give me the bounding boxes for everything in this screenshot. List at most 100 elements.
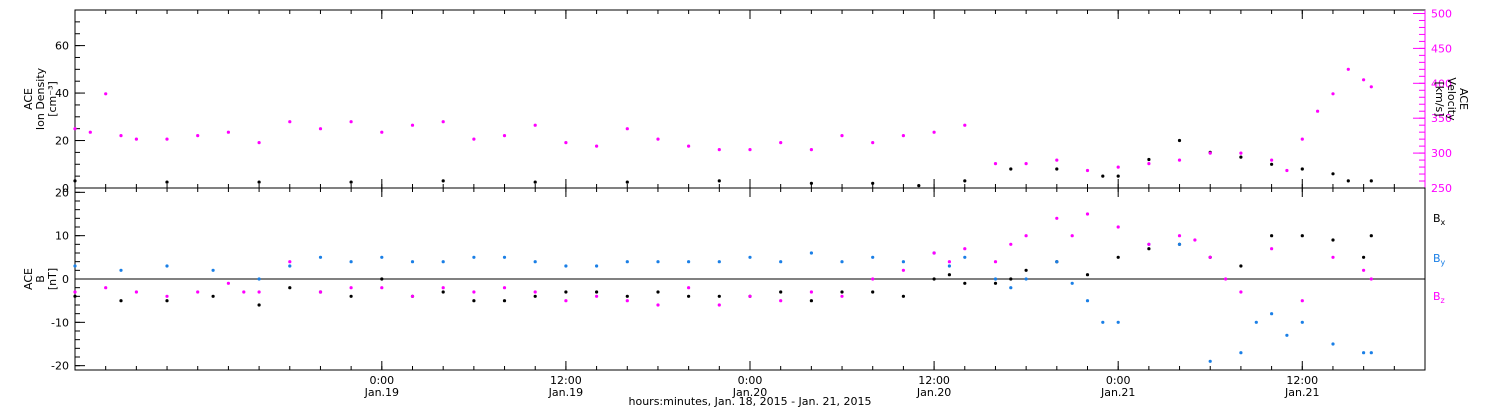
- by-point: [687, 260, 691, 264]
- by-point: [1116, 320, 1120, 324]
- x-tick-date: Jan.20: [732, 386, 767, 399]
- bz-point: [963, 247, 967, 251]
- top-series-layer: [73, 67, 1373, 188]
- bx-point: [809, 299, 814, 303]
- y-tick-label: 40: [55, 87, 69, 100]
- top-ylabel-line2: Ion Density: [34, 67, 47, 130]
- top-panel: 0 20 40 60 250 300 350 400 450 500 ACE Ion Densi…: [22, 7, 1470, 195]
- x-tick-time: 0:00: [369, 374, 394, 387]
- by-point: [1362, 351, 1366, 355]
- velocity-point: [1270, 158, 1274, 162]
- x-tick-date: Jan.21: [1284, 386, 1319, 399]
- top-y2label-line3: [km/s]: [1433, 81, 1446, 116]
- velocity-point: [595, 144, 599, 148]
- ion-density-point: [257, 180, 261, 184]
- by-point: [1270, 312, 1274, 316]
- y2-tick-label: 250: [1431, 182, 1452, 195]
- by-point: [1009, 286, 1013, 290]
- bx-point: [564, 290, 568, 294]
- bz-point: [840, 294, 844, 298]
- velocity-point: [134, 137, 138, 141]
- bz-point: [1116, 225, 1120, 229]
- velocity-point: [1024, 162, 1028, 166]
- by-point: [1300, 320, 1304, 324]
- velocity-point: [349, 120, 353, 124]
- bottom-ylabel-line3: [nT]: [46, 268, 59, 290]
- bz-point: [1070, 234, 1074, 238]
- velocity-point: [625, 127, 629, 131]
- y-tick-label: 20: [55, 186, 69, 199]
- y2-tick-label: 350: [1431, 112, 1452, 125]
- velocity-point: [1116, 165, 1120, 169]
- by-point: [748, 255, 752, 259]
- bottom-ylabel-line1: ACE: [22, 268, 35, 290]
- bz-point: [1239, 290, 1243, 294]
- bx-point: [502, 299, 507, 303]
- bx-point: [472, 299, 476, 303]
- bz-point: [1208, 255, 1212, 259]
- bz-point: [564, 299, 568, 303]
- bx-point: [1116, 255, 1120, 259]
- x-axis: 0:00Jan.1912:00Jan.190:00Jan.2012:00Jan.…: [105, 10, 1395, 399]
- bz-point: [1362, 268, 1366, 272]
- bz-point: [1177, 234, 1182, 238]
- ion-density-point: [1369, 179, 1373, 183]
- by-point: [257, 277, 261, 281]
- ion-density-point: [1116, 174, 1120, 178]
- bz-point: [1224, 277, 1228, 281]
- bx-point: [1369, 234, 1373, 238]
- by-point: [901, 260, 906, 264]
- by-point: [809, 251, 814, 255]
- ion-density-point: [625, 180, 629, 184]
- legend-bz-subscript: z: [1441, 296, 1445, 305]
- bz-point: [196, 290, 200, 294]
- bottom-legend: Bx By Bz: [1433, 212, 1446, 305]
- by-point: [1285, 333, 1289, 337]
- velocity-point: [809, 148, 814, 152]
- bz-point: [947, 260, 952, 264]
- bx-point: [1009, 277, 1013, 281]
- velocity-point: [410, 123, 415, 127]
- bz-point: [901, 268, 906, 272]
- ion-density-point: [1055, 167, 1059, 171]
- ion-density-point: [963, 179, 967, 183]
- velocity-point: [656, 137, 660, 141]
- bx-point: [533, 294, 537, 298]
- bx-point: [656, 290, 660, 294]
- legend-bz: Bz: [1433, 290, 1445, 305]
- y-tick-label: 60: [55, 40, 69, 53]
- by-point: [1085, 299, 1090, 303]
- ion-density-point: [165, 180, 169, 184]
- legend-by: By: [1433, 252, 1446, 267]
- bz-point: [993, 260, 998, 264]
- legend-by-subscript: y: [1441, 258, 1446, 267]
- bz-point: [104, 286, 108, 290]
- velocity-point: [441, 120, 445, 124]
- ion-density-point: [917, 184, 921, 188]
- velocity-point: [104, 92, 108, 96]
- by-point: [165, 264, 169, 268]
- bz-point: [687, 286, 691, 290]
- by-point: [441, 260, 445, 264]
- y-tick-label: -20: [51, 360, 69, 373]
- by-point: [533, 260, 537, 264]
- bx-point: [993, 281, 998, 285]
- ion-density-point: [1147, 157, 1151, 162]
- by-point: [1055, 260, 1059, 264]
- ion-density-point: [1300, 167, 1304, 171]
- velocity-point: [993, 162, 998, 166]
- ion-density-point: [1346, 179, 1350, 183]
- by-point: [472, 255, 476, 259]
- by-point: [1208, 359, 1212, 363]
- bottom-ylabel-line2: B: [34, 275, 47, 283]
- bz-point: [1009, 242, 1013, 246]
- top-ylabel-line1: ACE: [22, 88, 35, 110]
- x-tick-date: Jan.20: [916, 386, 951, 399]
- bx-point: [1331, 238, 1335, 242]
- velocity-point: [196, 134, 200, 138]
- bz-point: [779, 299, 783, 303]
- bz-point: [595, 294, 599, 298]
- bz-point: [441, 286, 445, 290]
- bx-point: [211, 294, 215, 298]
- bottom-panel: -20 -10 0 10 20 ACE B [nT] Bx By Bz: [22, 186, 1446, 372]
